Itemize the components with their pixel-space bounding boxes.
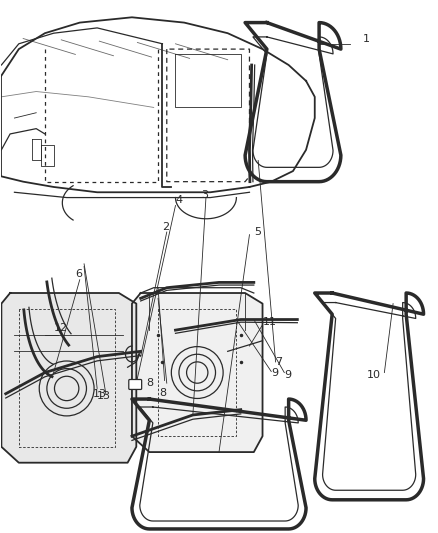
Text: 4: 4 [176, 195, 183, 205]
Text: 10: 10 [367, 370, 381, 380]
Text: 13: 13 [93, 389, 107, 399]
Text: 8: 8 [159, 389, 166, 399]
Text: 1: 1 [363, 34, 370, 44]
Text: 12: 12 [53, 323, 68, 333]
Text: 3: 3 [201, 190, 208, 200]
Polygon shape [132, 293, 262, 452]
FancyBboxPatch shape [129, 379, 141, 390]
Text: 6: 6 [75, 270, 82, 279]
Text: 5: 5 [254, 227, 261, 237]
Text: 9: 9 [284, 370, 291, 380]
Text: 7: 7 [276, 357, 283, 367]
Text: 8: 8 [147, 378, 154, 388]
Text: 13: 13 [97, 391, 111, 401]
Text: 11: 11 [262, 317, 276, 327]
Text: 9: 9 [271, 368, 279, 377]
Polygon shape [1, 293, 136, 463]
Text: 2: 2 [162, 222, 170, 232]
